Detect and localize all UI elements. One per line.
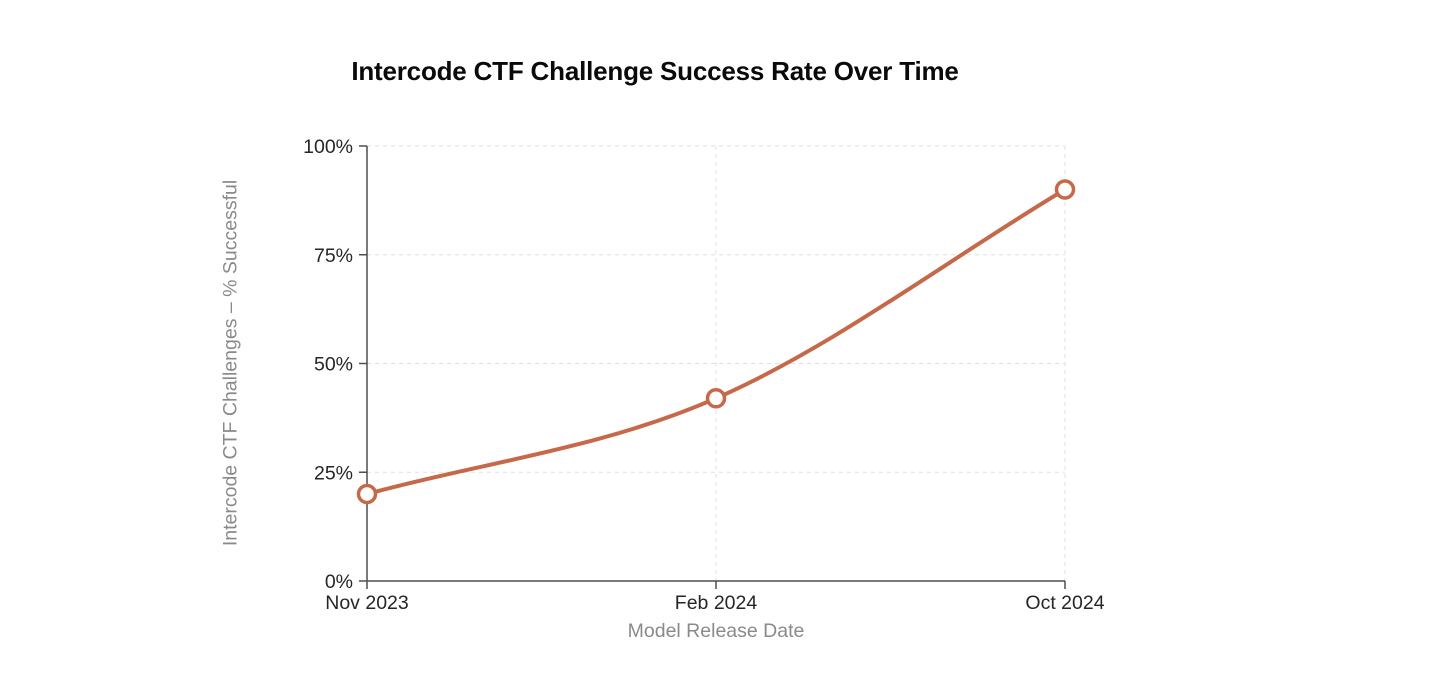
- y-tick-label: 75%: [314, 245, 353, 267]
- y-tick-label: 25%: [314, 462, 353, 484]
- x-axis-title: Model Release Date: [627, 620, 805, 642]
- data-point-marker: [356, 483, 378, 505]
- x-tick-label: Oct 2024: [1025, 592, 1104, 614]
- y-tick-label: 0%: [325, 571, 353, 593]
- x-tick-label: Feb 2024: [675, 592, 758, 614]
- x-tick-label: Nov 2023: [325, 592, 408, 614]
- data-point-marker: [1054, 179, 1076, 200]
- data-point-marker: [705, 388, 727, 409]
- chart-title: Intercode CTF Challenge Success Rate Ove…: [351, 56, 959, 86]
- y-tick-label: 50%: [314, 354, 353, 376]
- y-tick-label: 100%: [303, 136, 353, 158]
